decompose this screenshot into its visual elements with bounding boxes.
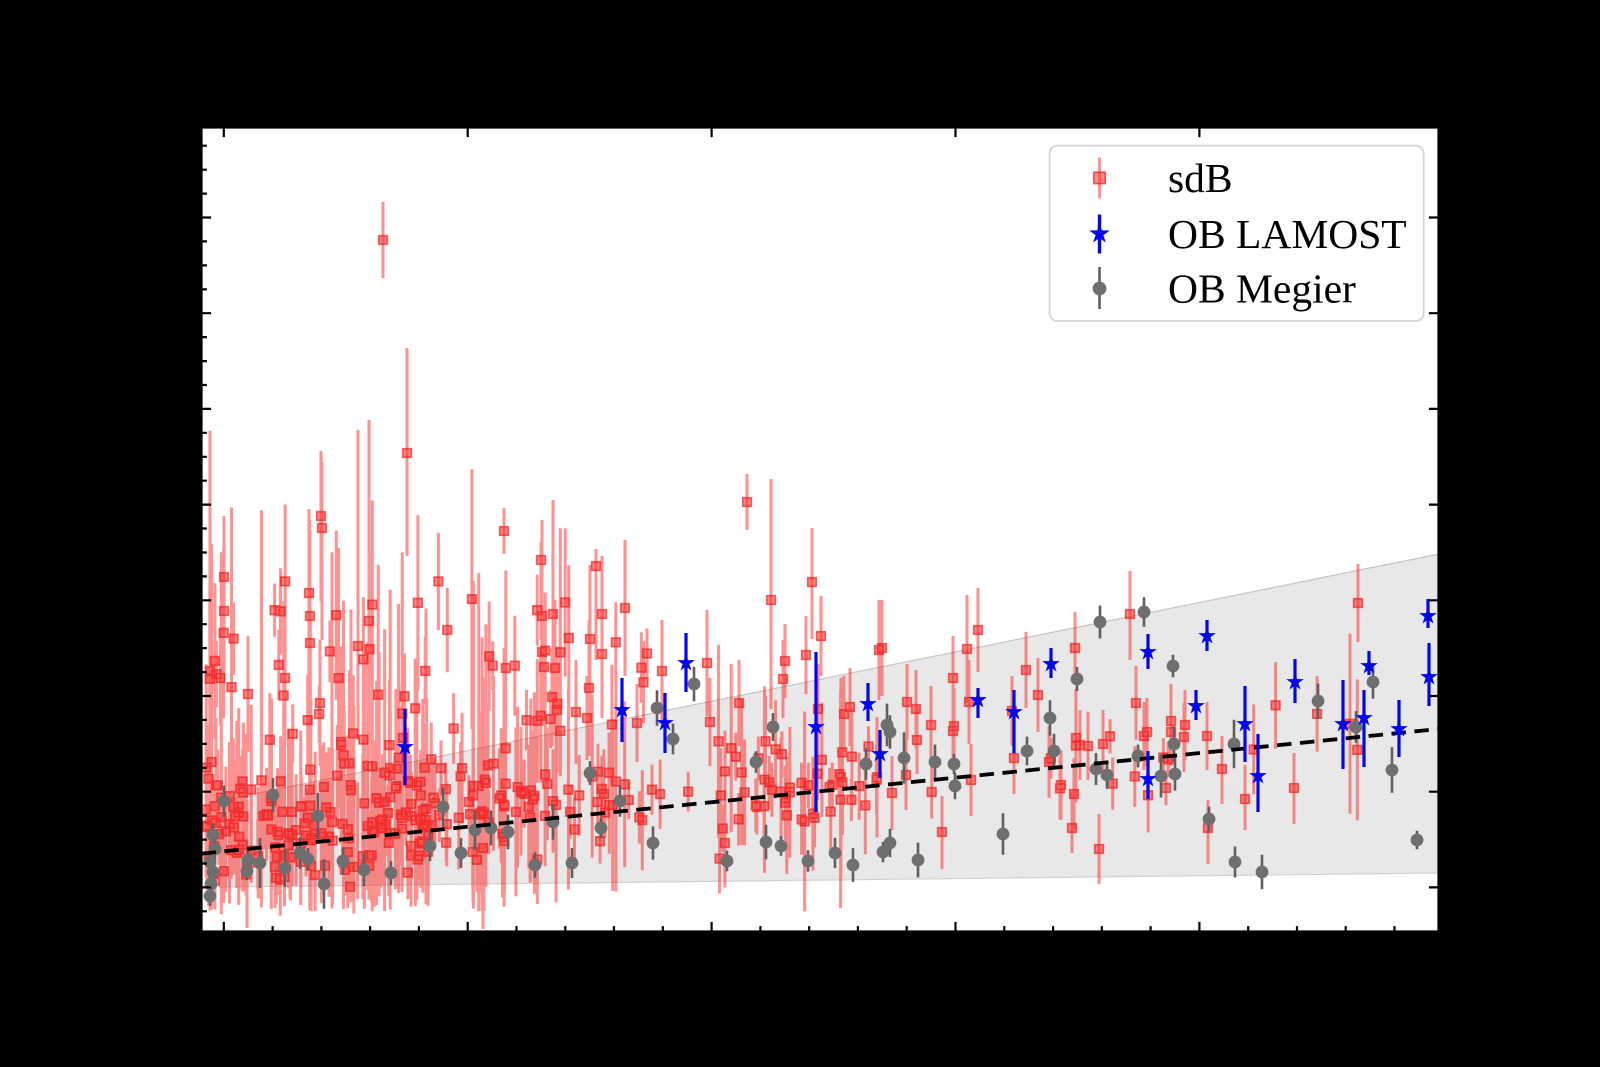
svg-text:OB Megier: OB Megier [1168,266,1356,312]
svg-text:OB LAMOST: OB LAMOST [1168,211,1407,257]
svg-text:sdB: sdB [1168,155,1233,201]
